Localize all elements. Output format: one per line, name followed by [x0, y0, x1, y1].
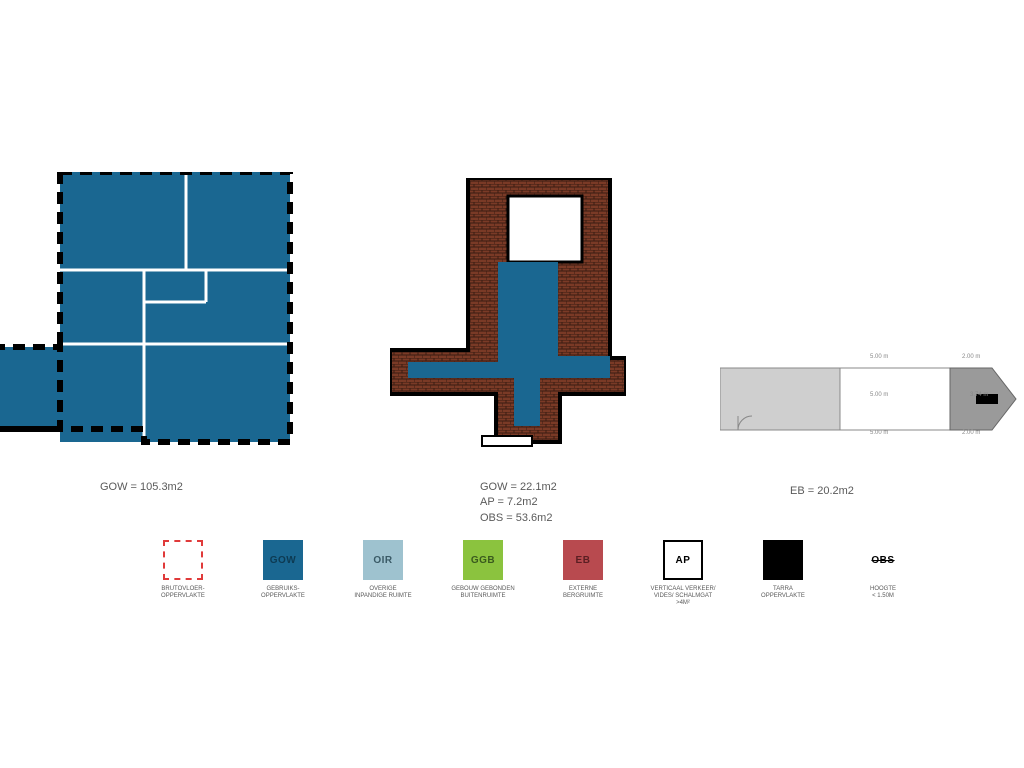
legend-swatch — [163, 540, 203, 580]
legend-label: TARRA OPPERVLAKTE — [761, 586, 805, 600]
legend-swatch: OBS — [863, 540, 903, 580]
legend-label: OVERIGE INPANDIGE RUIMTE — [354, 586, 411, 600]
dimension-label: 3.74 m — [970, 392, 988, 398]
dimension-label: 2.00 m — [962, 430, 980, 436]
legend-swatch: GGB — [463, 540, 503, 580]
legend-label: EXTERNE BERGRUIMTE — [563, 586, 603, 600]
dimension-label: 5.00 m — [870, 354, 888, 360]
plan2-caption: GOW = 22.1m2AP = 7.2m2OBS = 53.6m2 — [480, 480, 557, 526]
caption-line: AP = 7.2m2 — [480, 495, 557, 510]
dimension-label: 2.00 m — [962, 354, 980, 360]
legend-item: OIR OVERIGE INPANDIGE RUIMTE — [350, 540, 416, 600]
legend-swatch: GOW — [263, 540, 303, 580]
legend-item: AP VERTICAAL VERKEER/ VIDES/ SCHALMGAT >4… — [650, 540, 716, 608]
legend-item: OBS HOOGTE < 1.50M — [850, 540, 916, 600]
plan1-caption: GOW = 105.3m2 — [100, 480, 183, 495]
legend-label: GEBRUIKS- OPPERVLAKTE — [261, 586, 305, 600]
legend-swatch: EB — [563, 540, 603, 580]
dimension-label: 5.00 m — [870, 430, 888, 436]
dimension-label: 5.00 m — [870, 392, 888, 398]
plan3-caption: EB = 20.2m2 — [790, 484, 854, 499]
legend-swatch: OIR — [363, 540, 403, 580]
floorplan-1 — [0, 172, 296, 467]
caption-line: EB = 20.2m2 — [790, 484, 854, 499]
caption-line: GOW = 22.1m2 — [480, 480, 557, 495]
caption-line: GOW = 105.3m2 — [100, 480, 183, 495]
legend-label: GEBOUW GEBONDEN BUITENRUIMTE — [451, 586, 514, 600]
caption-line: OBS = 53.6m2 — [480, 511, 557, 526]
legend-item: GGB GEBOUW GEBONDEN BUITENRUIMTE — [450, 540, 516, 600]
legend: BRUTOVLOER- OPPERVLAKTE GOW GEBRUIKS- OPPE… — [150, 540, 916, 608]
legend-label: VERTICAAL VERKEER/ VIDES/ SCHALMGAT >4M² — [650, 586, 716, 608]
floorplan-2 — [390, 178, 626, 459]
legend-item: BRUTOVLOER- OPPERVLAKTE — [150, 540, 216, 600]
legend-swatch — [763, 540, 803, 580]
legend-label: HOOGTE < 1.50M — [870, 586, 896, 600]
diagram-stage: GOW = 105.3m2 GOW = 22.1m2AP = 7.2m — [0, 0, 1024, 768]
legend-item: TARRA OPPERVLAKTE — [750, 540, 816, 600]
legend-label: BRUTOVLOER- OPPERVLAKTE — [161, 586, 205, 600]
legend-swatch: AP — [663, 540, 703, 580]
legend-item: GOW GEBRUIKS- OPPERVLAKTE — [250, 540, 316, 600]
legend-item: EB EXTERNE BERGRUIMTE — [550, 540, 616, 600]
